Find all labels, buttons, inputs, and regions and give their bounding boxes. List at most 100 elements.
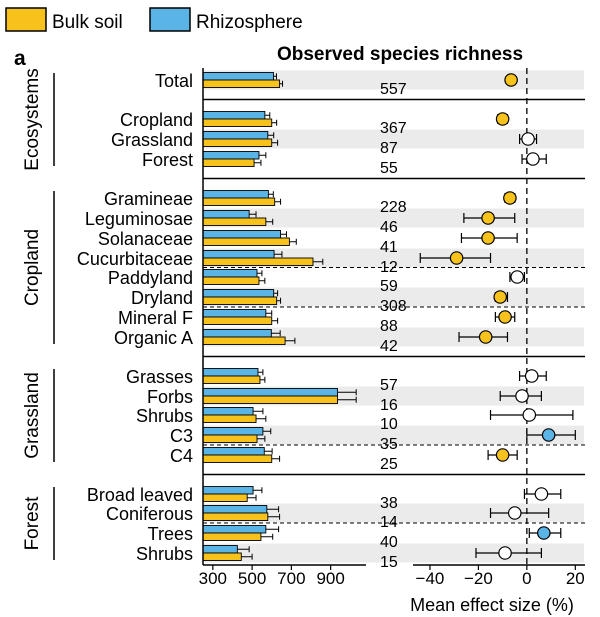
sample-count: 38 bbox=[380, 495, 398, 512]
effect-point-dryland bbox=[493, 290, 508, 304]
bar-rhizosphere-organic-a bbox=[202, 329, 272, 338]
category-label-organic-a: Organic A bbox=[114, 328, 193, 348]
category-label-c4: C4 bbox=[170, 446, 193, 466]
effect-point-cropland bbox=[495, 112, 510, 126]
category-label-leguminosae: Leguminosae bbox=[85, 209, 193, 229]
sample-count: 25 bbox=[380, 456, 398, 473]
bar-rhizosphere-leguminosae bbox=[202, 210, 250, 219]
bar-rhizosphere-shrubs bbox=[202, 407, 254, 416]
row-shade bbox=[204, 503, 584, 523]
category-label-forbs: Forbs bbox=[147, 387, 193, 407]
effect-point-shrubs bbox=[498, 546, 512, 560]
bar-x-tick-label: 300 bbox=[199, 569, 227, 588]
category-label-paddyland: Paddyland bbox=[108, 268, 193, 288]
sample-count: 41 bbox=[380, 239, 398, 256]
bar-x-tick-label: 900 bbox=[316, 569, 344, 588]
bar-rhizosphere-dryland bbox=[202, 289, 275, 298]
sample-count: 88 bbox=[380, 318, 398, 335]
category-label-shrubs: Shrubs bbox=[136, 544, 193, 564]
sample-count: 87 bbox=[380, 140, 398, 157]
row-shade bbox=[204, 287, 584, 307]
effect-point-coniferous bbox=[507, 506, 522, 520]
effect-x-tick-label: −40 bbox=[416, 569, 445, 588]
effect-point-paddyland bbox=[510, 270, 524, 284]
bar-bulk-soil-leguminosae bbox=[202, 217, 267, 226]
row-shade bbox=[204, 129, 584, 149]
bar-bulk-soil-total bbox=[202, 79, 281, 88]
category-label-forest: Forest bbox=[142, 150, 193, 170]
sample-count: 40 bbox=[380, 534, 398, 551]
effect-point-organic-a bbox=[478, 330, 493, 344]
bar-bulk-soil-coniferous bbox=[202, 512, 269, 521]
bar-rhizosphere-broad-leaved bbox=[202, 486, 254, 495]
legend-swatch-rhizosphere bbox=[149, 7, 191, 32]
bar-rhizosphere-paddyland bbox=[202, 269, 258, 278]
effect-x-tick-label: −20 bbox=[464, 569, 493, 588]
group-label-cropland: Cropland bbox=[22, 229, 43, 306]
bar-bulk-soil-forbs bbox=[202, 395, 338, 404]
bar-rhizosphere-cropland bbox=[202, 111, 266, 120]
bar-x-tick-label: 500 bbox=[238, 569, 266, 588]
category-label-cropland: Cropland bbox=[120, 110, 193, 130]
bar-bulk-soil-broad-leaved bbox=[202, 493, 248, 502]
bar-rhizosphere-total bbox=[202, 72, 274, 81]
sample-count: 228 bbox=[380, 199, 407, 216]
group-label-grassland: Grassland bbox=[22, 372, 43, 459]
bar-bulk-soil-grasses bbox=[202, 375, 261, 384]
effect-point-trees bbox=[537, 526, 551, 540]
bar-rhizosphere-mineral-f bbox=[202, 309, 267, 318]
category-label-coniferous: Coniferous bbox=[106, 504, 193, 524]
bar-bulk-soil-c3 bbox=[202, 434, 258, 443]
bar-rhizosphere-c3 bbox=[202, 427, 264, 436]
effect-point-shrubs bbox=[522, 408, 537, 422]
bar-bulk-soil-grassland bbox=[202, 138, 273, 147]
bar-rhizosphere-coniferous bbox=[202, 505, 268, 514]
bar-bulk-soil-mineral-f bbox=[202, 316, 273, 325]
effect-point-c4 bbox=[495, 448, 510, 462]
bar-bulk-soil-gramineae bbox=[202, 197, 276, 206]
bar-x-tick-label: 700 bbox=[277, 569, 305, 588]
effect-point-leguminosae bbox=[481, 211, 495, 225]
category-label-solanaceae: Solanaceae bbox=[98, 229, 193, 249]
sample-count: 10 bbox=[380, 416, 398, 433]
bar-rhizosphere-c4 bbox=[202, 447, 265, 456]
bar-rhizosphere-grasses bbox=[202, 368, 259, 377]
category-label-cucurbitaceae: Cucurbitaceae bbox=[77, 249, 193, 269]
panel-frames: 300 500 700 900 −40 −20 0 20 bbox=[199, 68, 585, 588]
bar-bulk-soil-c4 bbox=[202, 454, 273, 463]
bar-rhizosphere-grassland bbox=[202, 131, 269, 140]
legend-label-bulk: Bulk soil bbox=[52, 12, 123, 33]
bar-bulk-soil-solanaceae bbox=[202, 237, 290, 246]
bar-bulk-soil-forest bbox=[202, 158, 255, 167]
category-label-total: Total bbox=[155, 71, 193, 91]
category-label-c3: C3 bbox=[170, 426, 193, 446]
effect-point-mineral-f bbox=[498, 310, 512, 324]
sample-count: 15 bbox=[380, 554, 398, 571]
category-label-dryland: Dryland bbox=[131, 288, 193, 308]
sample-count: 557 bbox=[380, 81, 407, 98]
effect-point-gramineae bbox=[503, 191, 517, 205]
category-label-broad-leaved: Broad leaved bbox=[87, 485, 193, 505]
bar-rhizosphere-forbs bbox=[202, 388, 338, 397]
sample-count: 16 bbox=[380, 397, 398, 414]
effect-point-total bbox=[504, 73, 518, 87]
category-label-grassland: Grassland bbox=[111, 130, 193, 150]
bar-bulk-soil-organic-a bbox=[202, 336, 286, 345]
effect-point-forest bbox=[526, 152, 540, 166]
row-shade bbox=[204, 543, 584, 563]
bar-bulk-soil-shrubs bbox=[202, 552, 242, 561]
sample-count: 46 bbox=[380, 219, 398, 236]
category-label-grasses: Grasses bbox=[126, 367, 193, 387]
effect-point-forbs bbox=[515, 389, 529, 403]
bar-rhizosphere-solanaceae bbox=[202, 230, 282, 239]
effect-point-grassland bbox=[521, 132, 535, 146]
effect-x-tick-label: 0 bbox=[522, 569, 531, 588]
category-label-shrubs: Shrubs bbox=[136, 406, 193, 426]
category-label-mineral-f: Mineral F bbox=[118, 308, 193, 328]
count-column: 5573678755228464112593088842571610352538… bbox=[380, 81, 407, 571]
chart-title: Observed species richness bbox=[277, 44, 523, 65]
group-label-forest: Forest bbox=[22, 496, 43, 551]
bar-rhizosphere-gramineae bbox=[202, 190, 269, 199]
legend: Bulk soil Rhizosphere bbox=[5, 7, 303, 33]
